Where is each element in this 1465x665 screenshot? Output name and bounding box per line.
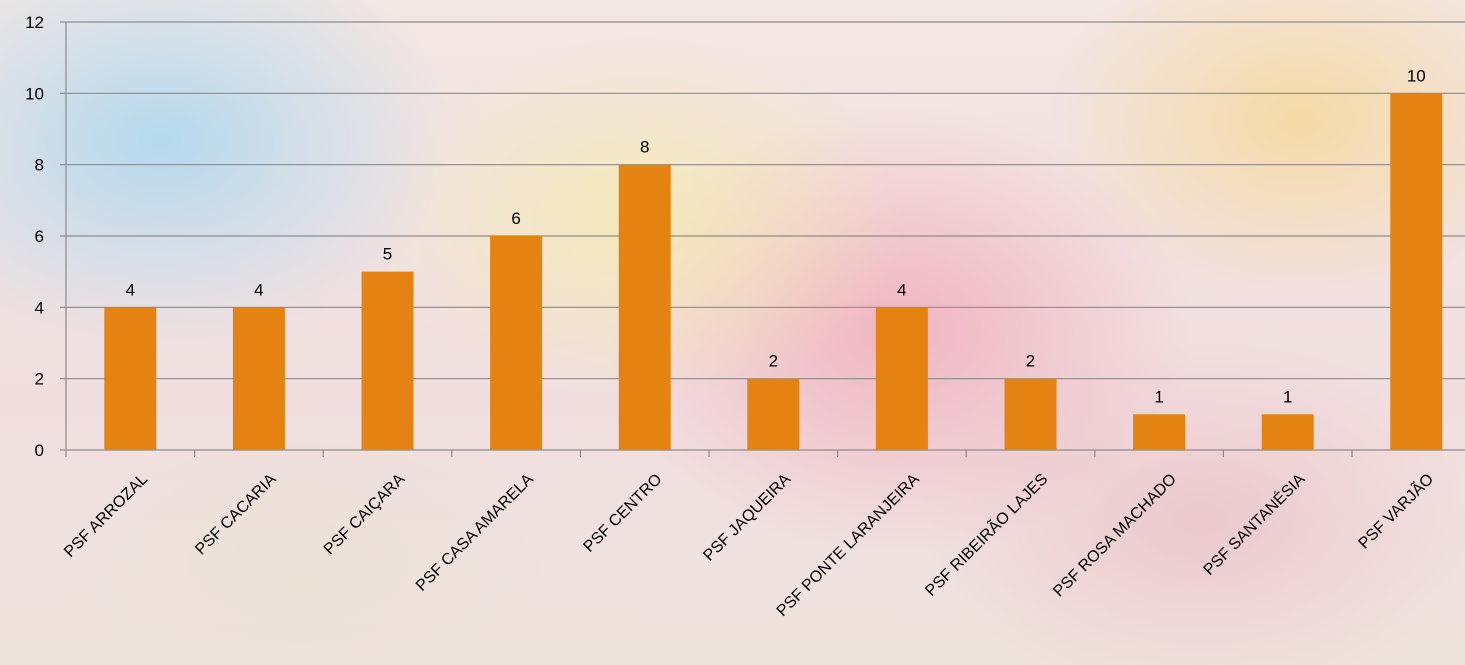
data-label: 4 <box>897 280 906 299</box>
x-axis-category-labels: PSF ARROZAL PSF CACARIA PSF CAIÇARA PSF CAS… <box>61 469 1437 620</box>
y-tick-label: 0 <box>35 441 44 460</box>
data-label: 6 <box>511 209 520 228</box>
category-label: PSF CASA AMARELA <box>413 471 537 595</box>
category-label: PSF CAIÇARA <box>321 471 409 559</box>
bars <box>104 93 1443 450</box>
y-tick-label: 12 <box>25 13 44 32</box>
data-label: 10 <box>1407 66 1426 85</box>
data-label: 2 <box>1026 352 1035 371</box>
data-label: 1 <box>1283 387 1292 406</box>
category-label: PSF CENTRO <box>581 471 666 556</box>
bar <box>875 307 928 450</box>
data-label: 2 <box>769 352 778 371</box>
bar <box>618 164 671 450</box>
category-label: PSF VARJÃO <box>1353 469 1437 553</box>
data-label: 8 <box>640 138 649 157</box>
bar <box>490 236 543 450</box>
gridlines <box>66 21 1465 380</box>
bar <box>104 307 157 450</box>
bar <box>1004 378 1057 450</box>
y-tick-label: 4 <box>35 298 44 317</box>
data-label: 4 <box>126 280 135 299</box>
bar <box>361 271 414 450</box>
bar <box>1390 93 1443 450</box>
category-label: PSF SANTANÉSIA <box>1199 469 1309 579</box>
y-tick-label: 10 <box>25 84 44 103</box>
y-tick-label: 2 <box>35 370 44 389</box>
category-label: PSF JAQUEIRA <box>700 471 794 565</box>
bar <box>1261 414 1314 450</box>
y-tick-label: 6 <box>35 227 44 246</box>
category-label: PSF ROSA MACHADO <box>1050 471 1180 601</box>
category-label: PSF PONTE LARANJEIRA <box>774 471 923 620</box>
data-label: 4 <box>254 280 263 299</box>
data-label: 5 <box>383 245 392 264</box>
y-tick-label: 8 <box>35 156 44 175</box>
data-label: 1 <box>1154 387 1163 406</box>
category-label: PSF RIBEIRÃO LAJES <box>920 469 1051 600</box>
bar <box>747 378 800 450</box>
bar <box>1133 414 1186 450</box>
data-labels: 4 4 5 6 8 2 4 2 1 1 10 <box>126 66 1426 406</box>
y-axis-tick-labels: 0 2 4 6 8 10 12 <box>25 13 44 460</box>
category-label: PSF ARROZAL <box>61 471 151 561</box>
category-label: PSF CACARIA <box>192 471 280 559</box>
bar <box>232 307 285 450</box>
